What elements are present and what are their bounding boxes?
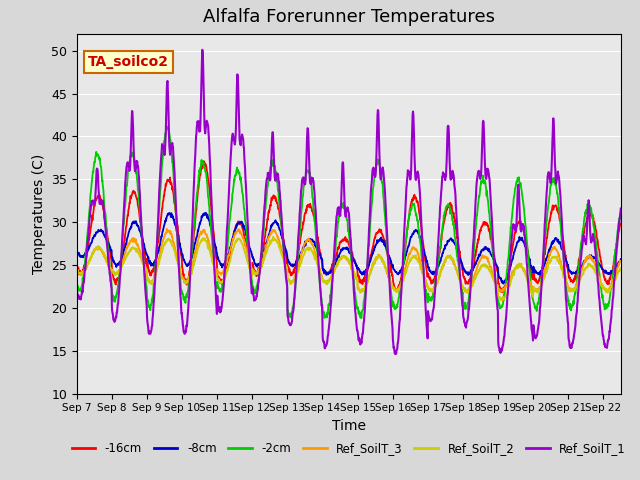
Ref_SoilT_1 [181, 331, 189, 336]
Ref_SoilT_3 [485, 259, 493, 264]
-16cm [200, 158, 207, 164]
Ref_SoilT_2 [485, 265, 493, 271]
Line: -16cm: -16cm [77, 161, 621, 292]
Ref_SoilT_1 [280, 241, 287, 247]
Ref_SoilT_2 [499, 298, 506, 303]
Ref_SoilT_2 [171, 248, 179, 253]
Ref_SoilT_1 [617, 205, 625, 211]
Line: -8cm: -8cm [77, 213, 621, 284]
Ref_SoilT_1 [198, 47, 206, 53]
-16cm [499, 289, 507, 295]
Ref_SoilT_3 [181, 279, 189, 285]
-16cm [171, 201, 179, 206]
-2cm [280, 243, 287, 249]
Ref_SoilT_3 [604, 289, 611, 295]
Ref_SoilT_2 [546, 260, 554, 265]
Ref_SoilT_1 [230, 138, 238, 144]
Ref_SoilT_3 [280, 253, 287, 259]
-2cm [617, 210, 625, 216]
-8cm [617, 256, 625, 262]
Ref_SoilT_1 [485, 174, 493, 180]
-2cm [546, 192, 554, 198]
Line: Ref_SoilT_1: Ref_SoilT_1 [77, 50, 621, 354]
-8cm [73, 246, 81, 252]
Y-axis label: Temperatures (C): Temperatures (C) [31, 154, 45, 274]
Ref_SoilT_1 [171, 168, 179, 174]
-8cm [500, 281, 508, 287]
Ref_SoilT_2 [269, 234, 277, 240]
Ref_SoilT_1 [73, 288, 81, 294]
-8cm [546, 246, 554, 252]
Ref_SoilT_3 [171, 244, 179, 250]
Ref_SoilT_2 [617, 266, 625, 272]
Line: Ref_SoilT_2: Ref_SoilT_2 [77, 237, 621, 300]
-8cm [230, 231, 238, 237]
-2cm [230, 176, 238, 182]
-2cm [358, 315, 365, 321]
Ref_SoilT_3 [617, 259, 625, 264]
Line: Ref_SoilT_3: Ref_SoilT_3 [77, 229, 621, 292]
Legend: -16cm, -8cm, -2cm, Ref_SoilT_3, Ref_SoilT_2, Ref_SoilT_1: -16cm, -8cm, -2cm, Ref_SoilT_3, Ref_Soil… [67, 437, 630, 460]
-8cm [280, 240, 287, 246]
X-axis label: Time: Time [332, 419, 366, 433]
Ref_SoilT_3 [163, 226, 171, 232]
-2cm [163, 124, 171, 130]
Ref_SoilT_3 [230, 235, 238, 240]
Ref_SoilT_1 [546, 172, 554, 178]
Ref_SoilT_3 [73, 270, 81, 276]
-2cm [171, 194, 179, 200]
-16cm [73, 263, 81, 268]
-8cm [181, 259, 189, 265]
Ref_SoilT_2 [181, 279, 189, 285]
Ref_SoilT_2 [230, 245, 237, 251]
Ref_SoilT_2 [280, 256, 287, 262]
-2cm [73, 280, 81, 286]
-8cm [171, 220, 179, 226]
-2cm [181, 298, 189, 303]
-16cm [617, 222, 625, 228]
-8cm [202, 210, 210, 216]
-16cm [181, 276, 189, 282]
-16cm [485, 228, 493, 233]
-8cm [485, 249, 493, 254]
Title: Alfalfa Forerunner Temperatures: Alfalfa Forerunner Temperatures [203, 9, 495, 26]
Text: TA_soilco2: TA_soilco2 [88, 55, 169, 69]
Ref_SoilT_2 [73, 268, 81, 274]
Ref_SoilT_1 [392, 351, 399, 357]
Line: -2cm: -2cm [77, 127, 621, 318]
-16cm [546, 217, 554, 223]
-16cm [280, 236, 287, 242]
-16cm [230, 228, 238, 234]
Ref_SoilT_3 [545, 252, 553, 258]
-2cm [485, 210, 493, 216]
